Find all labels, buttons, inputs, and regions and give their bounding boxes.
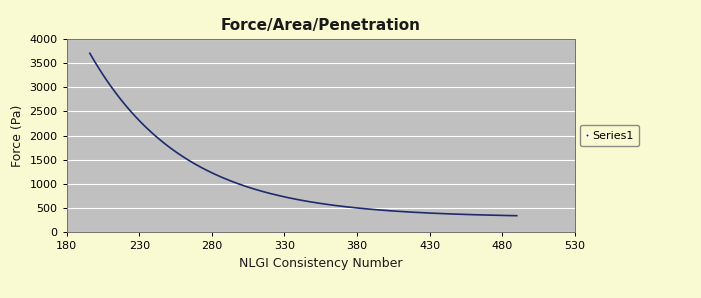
X-axis label: NLGI Consistency Number: NLGI Consistency Number [239,257,402,270]
Y-axis label: Force (Pa): Force (Pa) [11,104,24,167]
Legend: Series1: Series1 [580,125,639,146]
Title: Force/Area/Penetration: Force/Area/Penetration [221,18,421,33]
